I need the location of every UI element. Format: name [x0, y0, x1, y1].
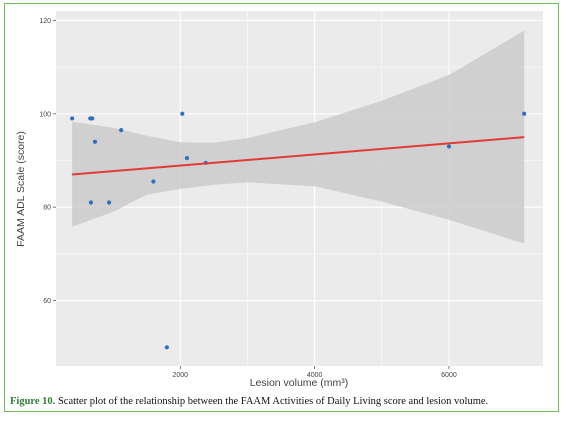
data-point: [88, 200, 94, 205]
data-point: [92, 139, 98, 144]
data-point: [184, 156, 190, 161]
data-point: [90, 116, 95, 121]
figure-label: Figure 10.: [10, 396, 56, 407]
data-point: [180, 111, 185, 116]
data-point: [164, 345, 169, 350]
data-point: [151, 179, 156, 184]
points-layer: [70, 111, 527, 350]
data-point: [119, 128, 124, 133]
data-point: [446, 144, 452, 149]
figure-caption: Figure 10. Scatter plot of the relations…: [10, 396, 560, 407]
x-tick-label: 2000: [172, 372, 188, 379]
y-tick-label: 100: [39, 111, 51, 118]
figure-caption-text: Scatter plot of the relationship between…: [55, 396, 489, 407]
x-tick-label: 4000: [307, 372, 323, 379]
data-point: [522, 111, 527, 116]
data-point: [106, 200, 112, 205]
y-tick-label: 60: [43, 298, 51, 305]
x-axis-label: Lesion volume (mm³): [250, 377, 349, 389]
y-tick-label: 120: [39, 18, 51, 25]
y-axis-label: FAAM ADL Scale (score): [15, 131, 27, 247]
x-tick-label: 6000: [441, 372, 457, 379]
data-point: [70, 116, 75, 121]
y-tick-label: 80: [43, 205, 51, 212]
ticks-layer: 2000 4000 6000 60 80 100 120: [39, 18, 457, 379]
confidence-band: [72, 30, 525, 244]
regression-line: [72, 136, 525, 176]
